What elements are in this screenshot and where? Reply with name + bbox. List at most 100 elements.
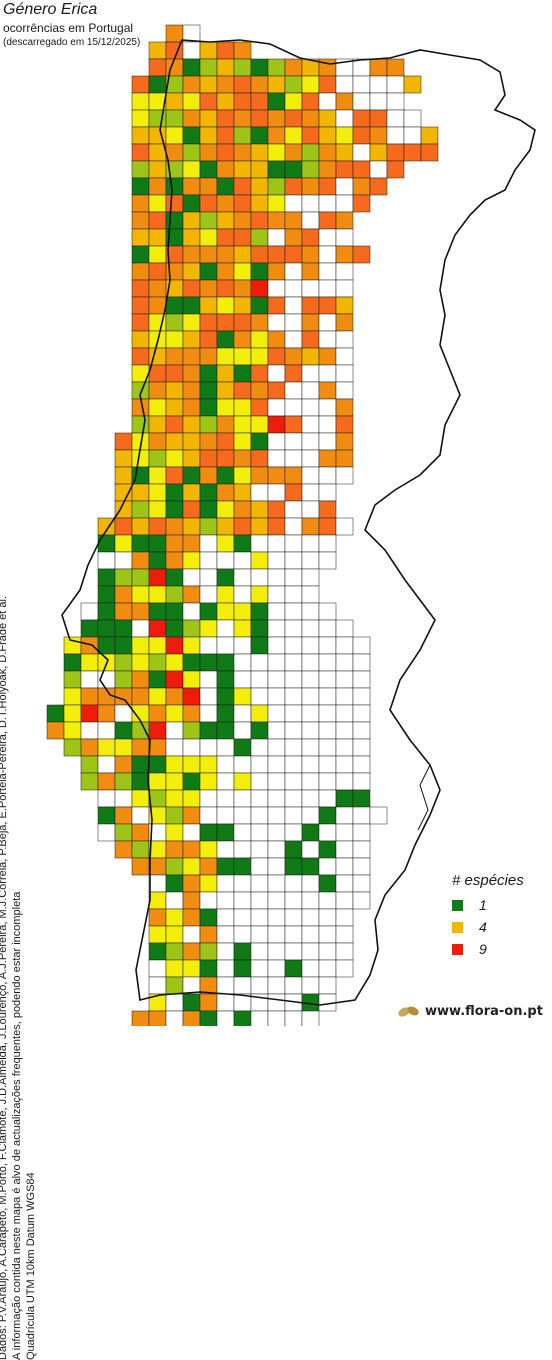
legend-swatch-4	[452, 921, 463, 933]
grid-cell	[131, 721, 150, 740]
grid-cell	[97, 738, 116, 757]
grid-cell	[114, 772, 133, 791]
grid-cell	[199, 262, 218, 281]
grid-cell	[182, 823, 201, 842]
grid-cell	[131, 449, 150, 468]
legend-swatch-9	[452, 943, 463, 955]
grid-cell	[318, 398, 337, 417]
grid-cell	[267, 92, 286, 111]
grid-cell	[182, 143, 201, 162]
grid-cells	[46, 24, 439, 1026]
grid-cell	[284, 500, 303, 519]
grid-cell	[267, 823, 286, 842]
grid-cell	[148, 721, 167, 740]
legend-label-1: 1	[479, 897, 487, 913]
grid-cell	[335, 262, 354, 281]
grid-cell	[199, 109, 218, 128]
grid-cell	[165, 840, 184, 859]
grid-cell	[131, 653, 150, 672]
grid-cell	[233, 58, 252, 77]
grid-cell	[233, 772, 252, 791]
grid-cell	[352, 143, 371, 162]
grid-cell	[165, 942, 184, 961]
grid-cell	[301, 942, 320, 961]
grid-cell	[199, 959, 218, 978]
grid-cell	[131, 279, 150, 298]
grid-cell	[216, 517, 235, 536]
grid-cell	[352, 891, 371, 910]
grid-cell	[250, 738, 269, 757]
distribution-map	[46, 24, 536, 1026]
grid-cell	[267, 245, 286, 264]
grid-cell	[335, 143, 354, 162]
grid-cell	[165, 177, 184, 196]
grid-cell	[301, 857, 320, 876]
grid-cell	[233, 228, 252, 247]
grid-cell	[318, 551, 337, 570]
grid-cell	[148, 908, 167, 927]
grid-cell	[233, 296, 252, 315]
grid-cell	[301, 738, 320, 757]
grid-cell	[148, 874, 167, 893]
grid-cell	[335, 942, 354, 961]
grid-cell	[114, 585, 133, 604]
grid-cell	[165, 857, 184, 876]
grid-cell	[284, 211, 303, 230]
grid-cell	[250, 415, 269, 434]
grid-cell	[335, 840, 354, 859]
grid-cell	[301, 534, 320, 553]
grid-cell	[182, 75, 201, 94]
grid-cell	[318, 823, 337, 842]
grid-cell	[216, 755, 235, 774]
grid-cell	[148, 704, 167, 723]
map-subtitle: ocorrências em Portugal	[3, 21, 134, 35]
grid-cell	[216, 143, 235, 162]
grid-cell	[301, 653, 320, 672]
grid-cell	[199, 296, 218, 315]
grid-cell	[267, 993, 286, 1012]
grid-cell	[199, 738, 218, 757]
grid-cell	[301, 177, 320, 196]
grid-cell	[148, 228, 167, 247]
grid-cell	[131, 636, 150, 655]
credits-line-1: Dados: P.V.Araújo, A.Carapeto, M.Porto, …	[0, 595, 9, 1360]
grid-cell	[318, 279, 337, 298]
grid-cell	[301, 364, 320, 383]
grid-cell	[63, 670, 82, 689]
brand[interactable]: www.flora-on.pt	[397, 1003, 543, 1019]
grid-cell	[148, 449, 167, 468]
grid-cell	[114, 602, 133, 621]
grid-cell	[233, 449, 252, 468]
grid-cell	[216, 432, 235, 451]
grid-cell	[199, 551, 218, 570]
grid-cell	[216, 1010, 235, 1026]
grid-cell	[284, 976, 303, 995]
grid-cell	[165, 772, 184, 791]
grid-cell	[318, 313, 337, 332]
brand-url[interactable]: www.flora-on.pt	[425, 1003, 543, 1019]
grid-cell	[250, 177, 269, 196]
grid-cell	[318, 840, 337, 859]
grid-cell	[182, 551, 201, 570]
grid-cell	[284, 823, 303, 842]
grid-cell	[182, 160, 201, 179]
grid-cell	[369, 143, 388, 162]
grid-cell	[182, 534, 201, 553]
grid-cell	[233, 92, 252, 111]
grid-cell	[233, 653, 252, 672]
grid-cell	[250, 755, 269, 774]
grid-cell	[335, 891, 354, 910]
grid-cell	[267, 211, 286, 230]
grid-cell	[284, 806, 303, 825]
grid-cell	[250, 347, 269, 366]
grid-cell	[165, 959, 184, 978]
grid-cell	[233, 211, 252, 230]
grid-cell	[182, 245, 201, 264]
grid-cell	[199, 687, 218, 706]
grid-cell	[131, 551, 150, 570]
grid-cell	[165, 194, 184, 213]
grid-cell	[284, 262, 303, 281]
grid-cell	[301, 585, 320, 604]
grid-cell	[148, 789, 167, 808]
grid-cell	[267, 483, 286, 502]
